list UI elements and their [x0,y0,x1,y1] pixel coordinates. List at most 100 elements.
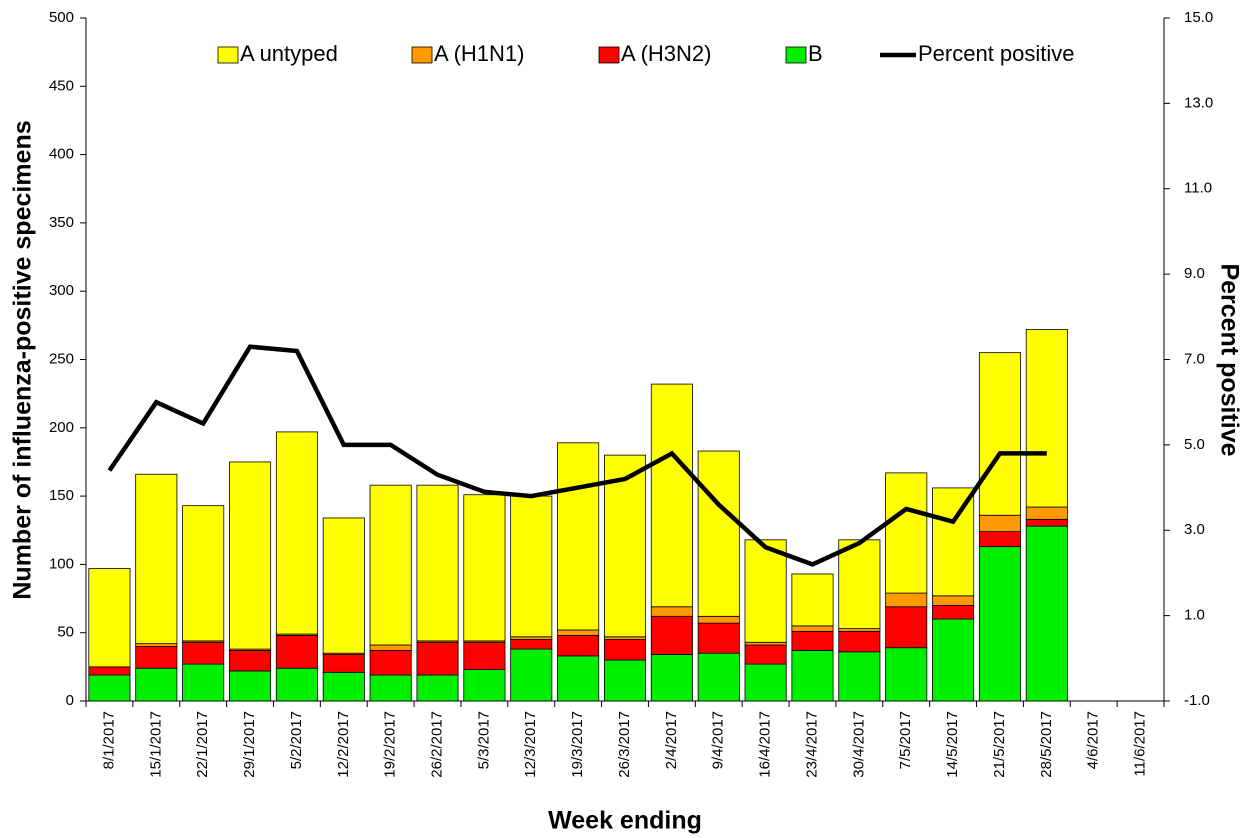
y-tick-label: 0 [66,692,74,709]
bar-segment [1025,525,1068,702]
x-tick-label: 29/1/2017 [241,711,258,778]
bar-segment [463,641,506,670]
bar-segment [510,639,553,650]
bar-segment [932,487,975,597]
x-tick-label: 19/2/2017 [382,711,399,778]
bar-segment [744,539,787,643]
x-tick-label: 14/5/2017 [944,711,961,778]
x-tick-label: 8/1/2017 [100,711,117,769]
x-tick-label: 5/3/2017 [475,711,492,769]
bar-segment [978,352,1021,516]
y-tick-label: 200 [49,419,74,436]
y2-tick-label: 1.0 [1184,607,1205,624]
bar-segment [838,651,881,702]
x-tick-label: 12/3/2017 [522,711,539,778]
bar-segment [885,606,928,649]
y2-tick-label: 9.0 [1184,265,1205,282]
legend-swatch [217,46,239,64]
x-tick-label: 12/2/2017 [335,711,352,778]
y-axis-title: Number of influenza-positive specimens [9,120,37,599]
y-tick-label: 500 [49,9,74,26]
bar-segment [275,431,318,635]
bar-segment [885,472,928,594]
bar-segment [697,622,740,654]
x-axis-title: Week ending [548,807,702,835]
bar-segment [791,630,834,651]
bar-segment [88,666,131,676]
y2-tick-label: 7.0 [1184,350,1205,367]
legend-label: A (H1N1) [434,41,524,66]
bar-segment [182,663,225,702]
bar-segment [322,671,365,702]
x-tick-label: 26/3/2017 [616,711,633,778]
bar-segment [369,484,412,646]
bar-segment [182,505,225,642]
y-tick-label: 150 [49,487,74,504]
bar-segment [557,629,600,636]
bar-segment [557,442,600,631]
bar-segment [416,641,459,676]
y-tick-label: 400 [49,146,74,163]
bar-segment [603,454,647,638]
bar-segment [697,615,740,624]
x-tick-label: 11/6/2017 [1132,711,1149,777]
x-tick-label: 9/4/2017 [710,711,727,769]
x-tick-label: 16/4/2017 [757,711,774,778]
bar-segment [275,667,318,702]
bar-segment [510,495,553,638]
bar-segment [697,450,740,617]
y2-axis-title: Percent positive [1215,263,1243,456]
legend-swatch [785,46,807,64]
bar-segment [463,669,506,702]
bar-segment [603,659,647,702]
y2-tick-label: 5.0 [1184,436,1205,453]
bar-segment [978,546,1021,702]
legend-swatch [598,46,620,64]
y2-tick-label: -1.0 [1184,692,1210,709]
bar-segment [744,644,787,665]
bar-segment [744,663,787,702]
bar-segment [697,652,740,702]
y-tick-label: 250 [49,350,74,367]
legend-label: A (H3N2) [621,41,711,66]
bar-segment [229,461,272,650]
y2-tick-label: 13.0 [1184,94,1213,111]
bar-segment [182,641,225,665]
bar-segment [838,630,881,653]
bar-segment [322,654,365,673]
bar-segment [1025,506,1068,520]
line-series [107,344,1047,567]
bar-segment [1025,329,1068,508]
bar-segment [650,615,693,655]
bar-segment [885,647,928,702]
bar-segment [838,628,881,632]
bar-segment [135,473,178,645]
bar-segment [885,592,928,608]
bar-segment [557,655,600,702]
bar-segment [369,644,412,651]
bar-segment [557,635,600,657]
bar-segment [369,674,412,702]
legend-label: Percent positive [918,41,1075,66]
bar-segment [229,650,272,672]
bar-segment [650,606,693,617]
legend-label: B [808,41,823,66]
bar-segment [369,650,412,676]
bar-segment [932,604,975,620]
x-tick-label: 28/5/2017 [1038,711,1055,778]
y2-tick-label: 15.0 [1184,9,1213,26]
bar-segment [603,636,647,640]
y-tick-label: 50 [57,624,74,641]
bar-segment [791,650,834,702]
bar-segment [135,667,178,702]
x-tick-label: 7/5/2017 [897,711,914,769]
bar-segment [510,636,553,640]
bar-segment [932,595,975,606]
bar-segment [463,494,506,642]
bar-segment [322,517,365,654]
bar-segment [791,573,834,627]
x-tick-label: 19/3/2017 [569,711,586,778]
bar-segment [416,674,459,702]
x-tick-label: 30/4/2017 [850,711,867,778]
